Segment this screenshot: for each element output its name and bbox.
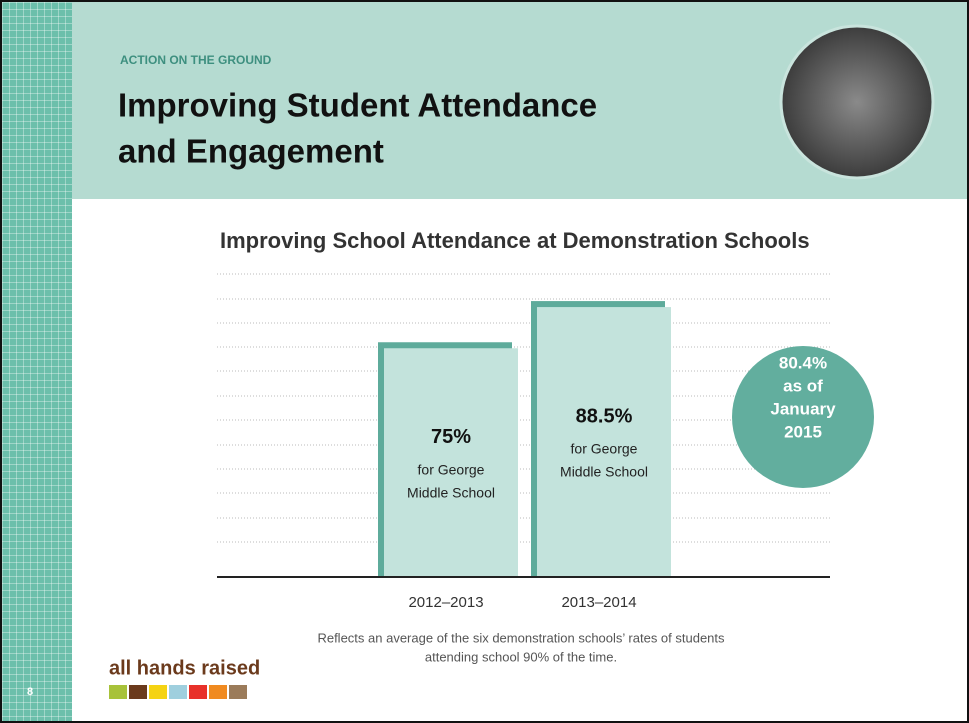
value-label: 88.5% [576,405,633,427]
annotation-bubble [732,346,874,488]
x-tick-label: 2013–2014 [561,594,636,611]
logo-squares [109,685,247,699]
x-tick-label: 2012–2013 [408,594,483,611]
bar-note: for George [418,461,485,477]
value-label: 75% [431,426,471,448]
slide-title: and Engagement [118,133,384,170]
chart-title: Improving School Attendance at Demonstra… [220,228,810,253]
annotation: January [770,399,836,418]
footnote: attending school 90% of the time. [425,649,617,664]
bar-note: for George [571,441,638,457]
chart: 75% for George Middle School 2012–2013 88.5%… [317,301,874,664]
annotation: as of [783,376,823,395]
bar [384,348,518,577]
footnote: Reflects an average of the six demonstra… [317,630,725,645]
kicker: ACTION ON THE GROUND [120,53,272,67]
side-strip [2,2,72,721]
annotation: 80.4% [779,353,827,372]
logo-text: all hands raised [109,657,260,679]
bar-note: Middle School [560,464,648,480]
slide-title: Improving Student Attendance [118,87,597,124]
grid [217,273,830,543]
bar-note: Middle School [407,484,495,500]
annotation: 2015 [784,422,822,441]
photo [779,24,935,180]
page-number: 8 [27,686,33,698]
bar [537,307,671,577]
